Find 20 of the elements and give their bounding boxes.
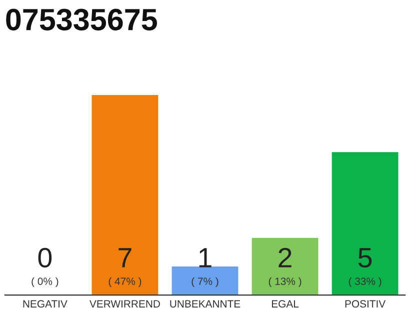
bar [332,152,398,296]
bar [92,95,158,296]
bar [252,238,318,296]
x-tick-label: VERWIRREND [90,300,160,308]
chart-title: 075335675 [6,8,158,30]
annotation: ( 7% ) [192,277,218,288]
data-label: 5 [358,248,372,268]
x-tick-label: POSITIV [345,300,386,308]
x-tick-label: UNBEKANNTE [170,300,240,308]
data-label: 2 [278,248,292,268]
annotation: ( 0% ) [32,277,58,288]
x-tick-label: EGAL [272,300,299,308]
bar [172,266,238,296]
data-label: 0 [38,248,52,268]
annotation: ( 47% ) [108,277,142,288]
data-label: 7 [118,248,132,268]
x-tick-label: NEGATIV [23,300,68,308]
annotation: ( 33% ) [348,277,382,288]
data-label: 1 [199,248,212,268]
annotation: ( 13% ) [268,277,302,288]
